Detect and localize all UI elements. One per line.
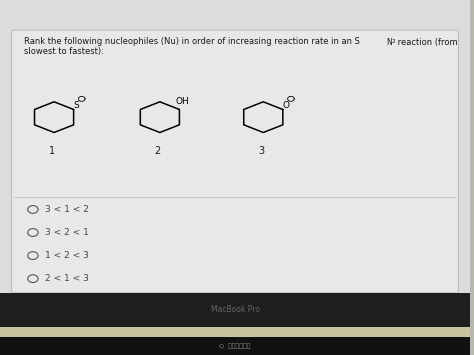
Text: 2 < 3 < 1: 2 < 3 < 1 (45, 297, 89, 306)
FancyBboxPatch shape (12, 30, 458, 293)
Text: OH: OH (176, 97, 190, 106)
Text: MacBook Pro: MacBook Pro (210, 305, 260, 315)
Text: 1 < 2 < 3: 1 < 2 < 3 (45, 251, 89, 260)
Text: 3: 3 (258, 146, 264, 156)
Text: 2 < 1 < 3: 2 < 1 < 3 (45, 274, 89, 283)
Text: S: S (73, 101, 79, 110)
Text: slowest to fastest):: slowest to fastest): (24, 47, 103, 56)
Bar (0, 293, 470, 327)
Bar (0, 0, 470, 298)
Text: Rank the following nucleophiles (Nu) in order of increasing reaction rate in an : Rank the following nucleophiles (Nu) in … (24, 37, 359, 46)
Text: 2: 2 (155, 146, 161, 156)
Text: reaction (from: reaction (from (395, 38, 457, 47)
Text: Q  在百度中搜索: Q 在百度中搜索 (219, 343, 251, 349)
Bar (0, 337, 470, 355)
Bar (0, 325, 470, 355)
Text: 3 < 2 < 1: 3 < 2 < 1 (45, 228, 89, 237)
Text: 3 < 1 < 2: 3 < 1 < 2 (45, 205, 89, 214)
Text: N: N (386, 38, 392, 47)
Text: O: O (283, 101, 290, 110)
Text: 1: 1 (49, 146, 55, 156)
Text: 2: 2 (391, 39, 395, 44)
